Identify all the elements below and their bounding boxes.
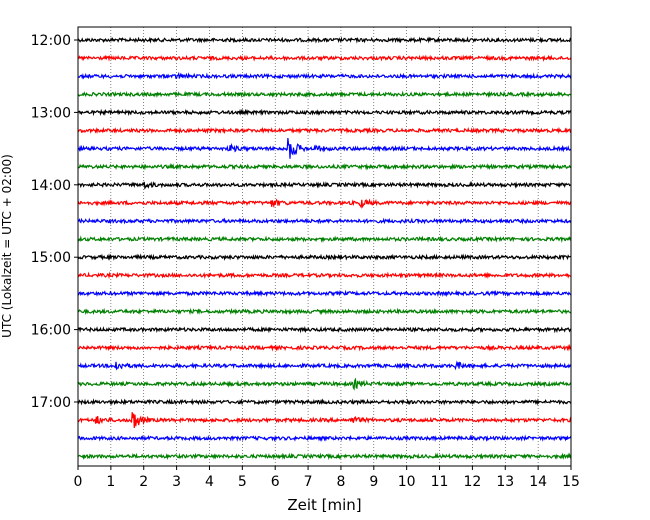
trace-line-9 bbox=[77, 198, 572, 209]
trace-line-15 bbox=[78, 307, 572, 316]
trace-line-6 bbox=[77, 137, 572, 159]
x-tick-label-3: 3 bbox=[172, 474, 181, 490]
trace-line-8 bbox=[77, 180, 572, 190]
x-axis-title: Zeit [min] bbox=[287, 496, 361, 514]
y-axis-title: UTC (Lokalzeit = UTC + 02:00) bbox=[0, 154, 14, 338]
trace-line-21 bbox=[77, 412, 572, 429]
trace-line-7 bbox=[77, 162, 572, 171]
trace-line-12 bbox=[77, 253, 572, 261]
trace-line-1 bbox=[77, 54, 572, 63]
x-tick-label-11: 11 bbox=[431, 474, 449, 490]
trace-line-22 bbox=[77, 434, 572, 442]
x-tick-label-12: 12 bbox=[463, 474, 481, 490]
x-tick-label-8: 8 bbox=[336, 474, 345, 490]
trace-line-4 bbox=[77, 108, 572, 117]
trace-line-5 bbox=[77, 126, 572, 135]
x-tick-label-9: 9 bbox=[369, 474, 378, 490]
x-tick-label-5: 5 bbox=[238, 474, 247, 490]
x-tick-label-10: 10 bbox=[398, 474, 416, 490]
trace-line-3 bbox=[77, 90, 572, 99]
y-axis: 12:00 13:00 14:00 15:00 16:00 17:00 bbox=[31, 33, 78, 411]
y-tick-label-17:00: 17:00 bbox=[31, 395, 71, 411]
y-tick-label-12:00: 12:00 bbox=[31, 33, 71, 49]
x-tick-label-13: 13 bbox=[496, 474, 514, 490]
x-tick-label-0: 0 bbox=[74, 474, 83, 490]
trace-line-19 bbox=[77, 377, 572, 391]
y-tick-label-16:00: 16:00 bbox=[31, 323, 71, 339]
plot-frame bbox=[77, 26, 572, 467]
seismic-traces bbox=[77, 36, 572, 461]
y-tick-label-14:00: 14:00 bbox=[31, 178, 71, 194]
x-tick-label-7: 7 bbox=[304, 474, 313, 490]
trace-line-14 bbox=[77, 289, 572, 298]
trace-line-0 bbox=[77, 36, 571, 44]
x-tick-label-14: 14 bbox=[529, 474, 547, 490]
trace-line-11 bbox=[77, 235, 572, 243]
minute-gridlines bbox=[110, 27, 539, 466]
trace-line-10 bbox=[77, 217, 572, 225]
y-tick-label-13:00: 13:00 bbox=[31, 105, 71, 121]
x-tick-label-1: 1 bbox=[106, 474, 115, 490]
x-axis: 0 1 2 3 4 5 6 7 8 9 10 11 12 13 14 15 bbox=[74, 466, 580, 490]
trace-line-2 bbox=[77, 71, 572, 80]
trace-line-18 bbox=[77, 360, 572, 371]
x-tick-label-6: 6 bbox=[271, 474, 280, 490]
trace-line-17 bbox=[77, 343, 572, 352]
x-tick-label-2: 2 bbox=[139, 474, 148, 490]
y-tick-label-15:00: 15:00 bbox=[31, 250, 71, 266]
trace-line-23 bbox=[77, 452, 572, 461]
trace-line-13 bbox=[77, 271, 572, 280]
trace-line-16 bbox=[77, 325, 572, 334]
x-tick-label-4: 4 bbox=[205, 474, 214, 490]
trace-line-20 bbox=[77, 398, 572, 406]
x-tick-label-15: 15 bbox=[562, 474, 580, 490]
